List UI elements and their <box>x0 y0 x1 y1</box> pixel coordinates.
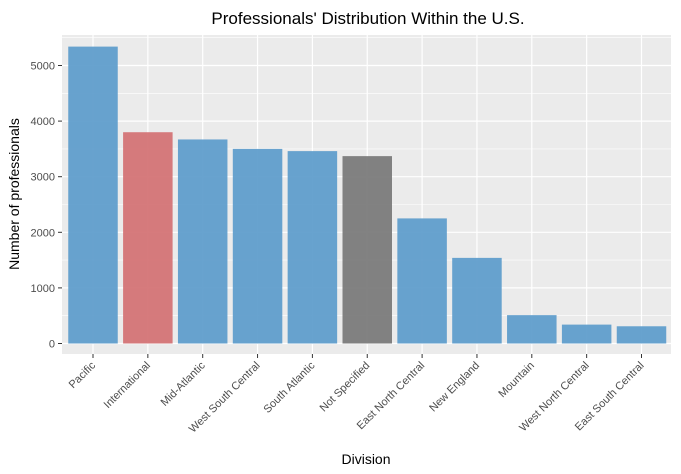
y-tick-label: 2000 <box>31 227 55 239</box>
chart-title: Professionals' Distribution Within the U… <box>211 9 524 28</box>
x-tick-label: New England <box>427 360 482 415</box>
bar-west-north-central <box>561 324 612 344</box>
bars <box>68 46 667 344</box>
y-tick-label: 0 <box>49 339 55 351</box>
bar-mountain <box>507 315 557 344</box>
bar-mid-atlantic <box>177 139 228 344</box>
x-axis-title: Division <box>341 451 390 467</box>
bar-east-south-central <box>616 326 667 344</box>
x-tick-label: Pacific <box>67 359 99 391</box>
bar-east-north-central <box>397 218 447 344</box>
y-axis-title: Number of professionals <box>6 118 22 270</box>
bar-south-atlantic <box>287 151 338 344</box>
x-tick-label: South Atlantic <box>261 359 317 415</box>
bar-new-england <box>452 257 502 344</box>
y-axis-ticks: 0 1000 2000 3000 4000 5000 <box>31 61 62 351</box>
x-tick-label: Not Specified <box>318 360 373 415</box>
bar-international <box>123 132 173 344</box>
x-tick-label: Mid-Atlantic <box>159 359 208 408</box>
y-tick-label: 4000 <box>31 116 55 128</box>
x-tick-label: Mountain <box>496 360 536 400</box>
y-tick-label: 1000 <box>31 283 55 295</box>
x-tick-label: International <box>102 360 153 411</box>
bar-pacific <box>68 46 118 344</box>
bar-west-south-central <box>232 148 283 344</box>
y-tick-label: 3000 <box>31 172 55 184</box>
y-tick-label: 5000 <box>31 61 55 73</box>
bar-not-specified <box>342 156 392 344</box>
